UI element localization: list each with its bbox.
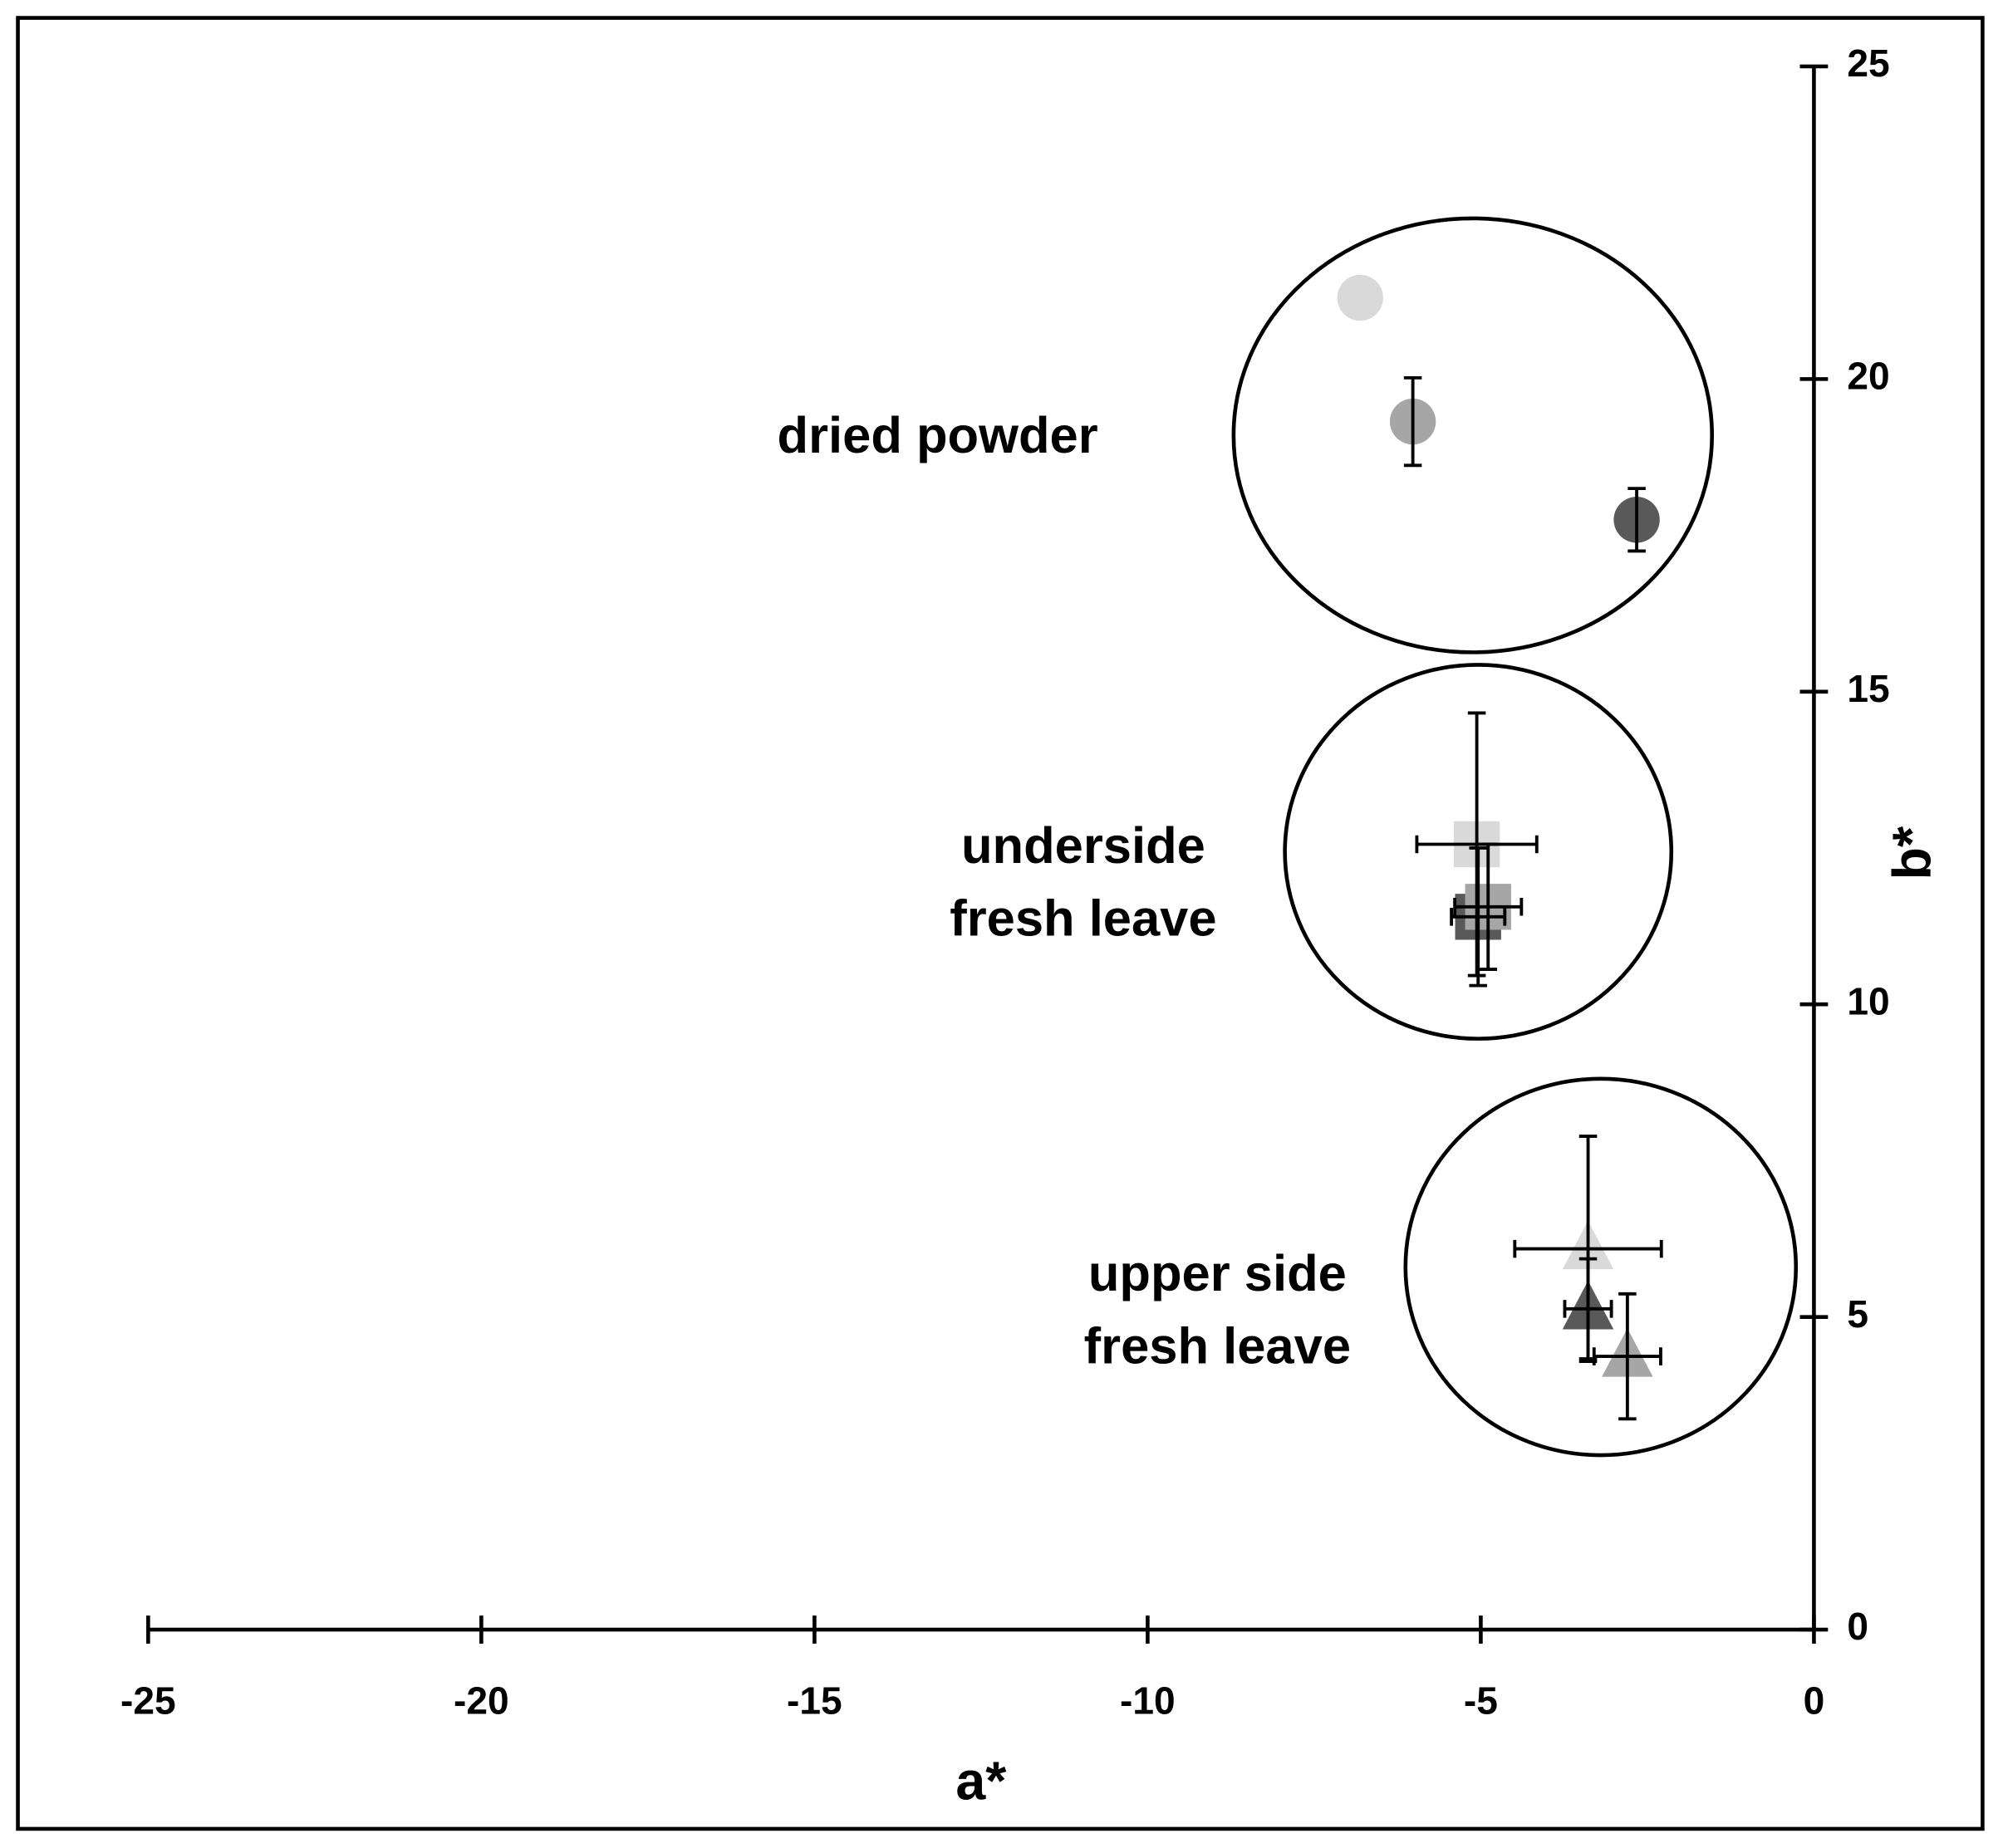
x-error-bar <box>1513 1239 1663 1258</box>
y-tick-label: 10 <box>1847 979 1889 1022</box>
group-label: dried powder <box>778 407 1098 464</box>
y-tick-label: 25 <box>1847 42 1889 85</box>
x-error-bar <box>1563 1300 1613 1318</box>
group-label: fresh leave <box>1084 1318 1351 1375</box>
x-error-bar <box>1450 908 1507 926</box>
x-tick-label: -25 <box>120 1679 176 1722</box>
x-error-bar <box>1415 835 1539 854</box>
y-tick-label: 5 <box>1847 1292 1868 1336</box>
x-tick-label: -10 <box>1120 1679 1176 1722</box>
x-error-bar <box>1592 1347 1662 1365</box>
point <box>1337 274 1383 321</box>
x-error-bar <box>1453 898 1524 916</box>
group-ellipse <box>1231 216 1715 654</box>
group-ellipse <box>1283 663 1674 1041</box>
x-tick-label: -15 <box>787 1679 842 1722</box>
group-label: upper side <box>1088 1245 1347 1302</box>
group-ellipse <box>1403 1076 1799 1458</box>
x-tick-label: 0 <box>1804 1679 1825 1722</box>
y-error-bar <box>1403 375 1422 468</box>
x-tick-label: -20 <box>454 1679 509 1722</box>
y-axis-label: b* <box>1883 826 1942 880</box>
y-tick-label: 15 <box>1847 667 1889 710</box>
group-label: fresh leave <box>950 890 1216 947</box>
group-label: underside <box>961 817 1205 875</box>
y-tick-label: 20 <box>1847 355 1889 398</box>
x-axis-label: a* <box>955 1752 1007 1811</box>
y-tick-label: 0 <box>1847 1605 1868 1648</box>
y-error-bar <box>1627 487 1646 553</box>
x-tick-label: -5 <box>1464 1679 1498 1722</box>
